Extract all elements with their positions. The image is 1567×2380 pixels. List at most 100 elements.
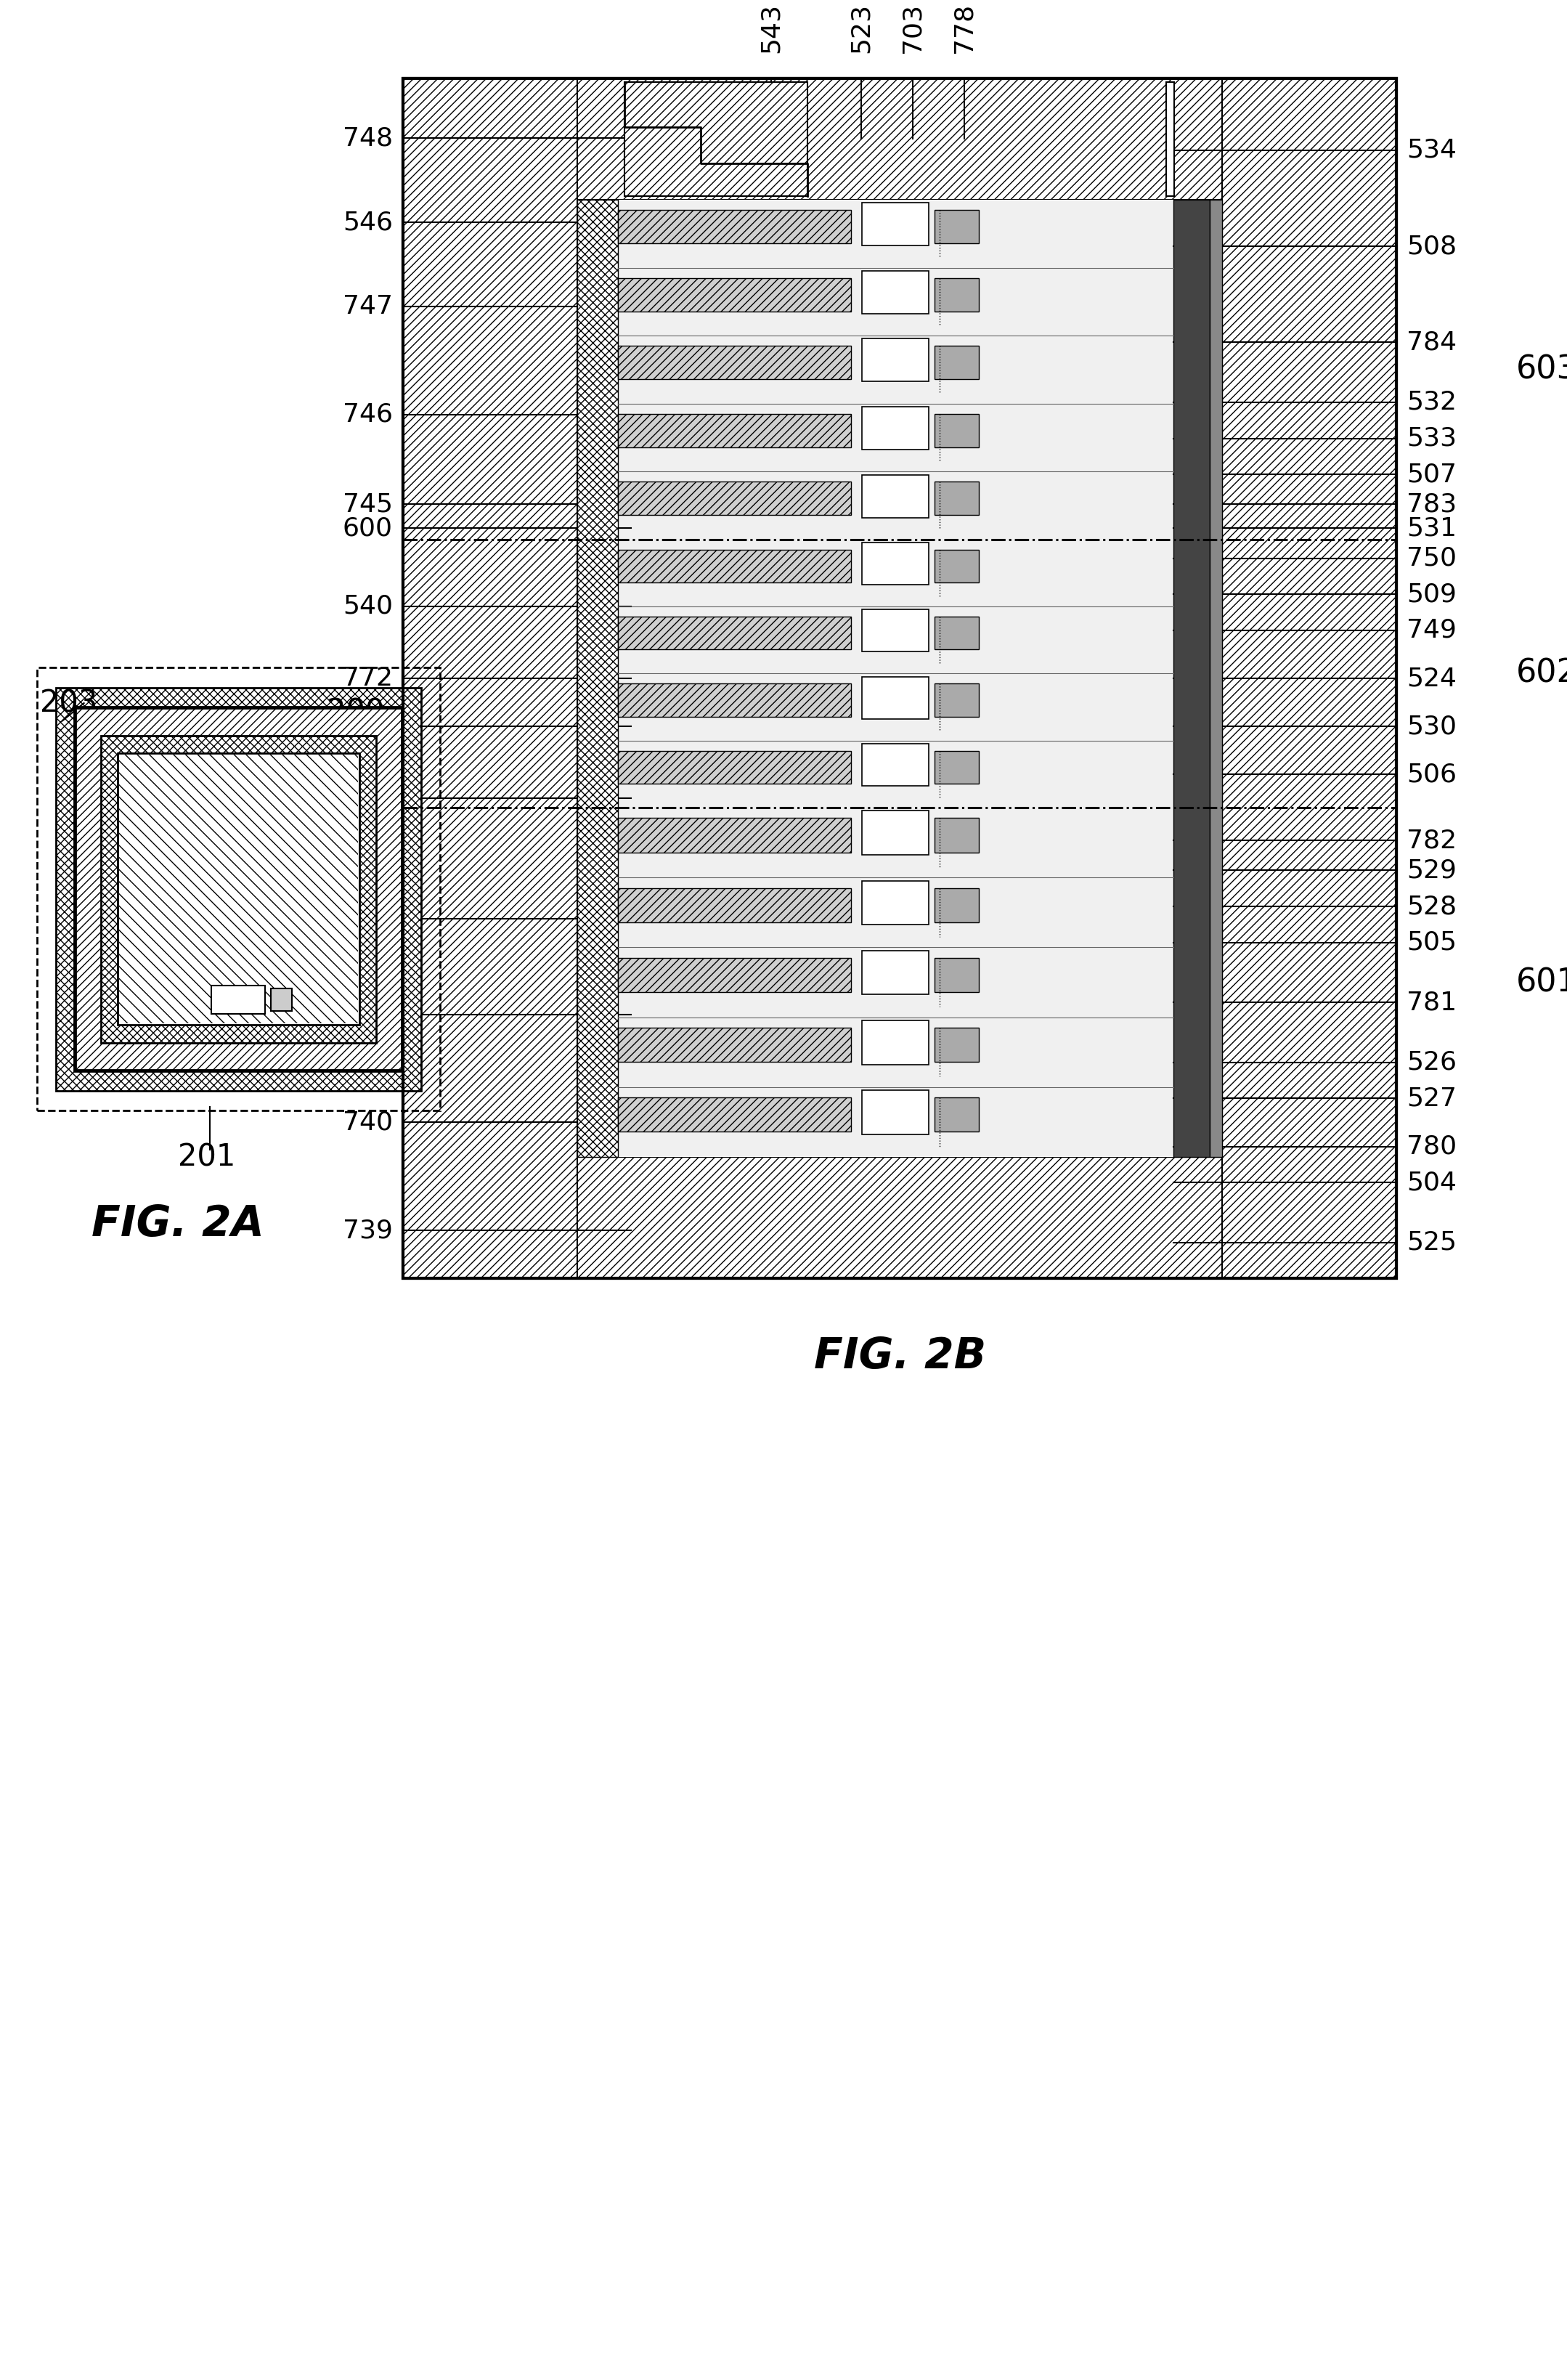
Text: 201: 201: [179, 1142, 235, 1173]
Bar: [934, 209, 979, 243]
Bar: [617, 819, 851, 852]
Text: 200: 200: [328, 697, 384, 728]
Bar: [934, 550, 979, 583]
Text: 781: 781: [1407, 990, 1457, 1014]
Bar: [862, 271, 929, 314]
Text: 744: 744: [343, 714, 393, 738]
Bar: [119, 754, 357, 1023]
Text: 780: 780: [1407, 1135, 1457, 1159]
Text: 742: 742: [343, 907, 393, 931]
Bar: [617, 278, 851, 312]
Bar: [1166, 81, 1174, 195]
Text: 703: 703: [901, 2, 925, 52]
Bar: [934, 1097, 979, 1133]
Bar: [934, 414, 979, 447]
Text: 740: 740: [343, 1109, 393, 1135]
Bar: [862, 474, 929, 516]
Bar: [617, 888, 851, 921]
Bar: [617, 1028, 851, 1061]
Text: 531: 531: [1407, 516, 1457, 540]
Bar: [403, 79, 1396, 1278]
Text: 600: 600: [343, 516, 393, 540]
Text: 778: 778: [951, 2, 976, 52]
Bar: [100, 735, 376, 1042]
Bar: [1222, 79, 1396, 1278]
Text: 507: 507: [1407, 462, 1457, 486]
Bar: [38, 669, 440, 1111]
Text: 602: 602: [1517, 657, 1567, 690]
Bar: [862, 202, 929, 245]
Text: 784: 784: [1407, 331, 1457, 355]
Text: 508: 508: [1407, 233, 1457, 259]
Bar: [862, 338, 929, 381]
Bar: [212, 985, 265, 1014]
Text: 530: 530: [1407, 714, 1457, 738]
Bar: [934, 345, 979, 378]
Text: 747: 747: [343, 295, 393, 319]
Bar: [934, 1028, 979, 1061]
Bar: [578, 200, 617, 1157]
Text: 532: 532: [1407, 390, 1457, 414]
Bar: [862, 407, 929, 450]
Text: 523: 523: [849, 2, 873, 52]
Text: 749: 749: [1407, 619, 1457, 643]
Bar: [862, 676, 929, 719]
Text: 748: 748: [343, 126, 393, 150]
Text: 782: 782: [1407, 828, 1457, 852]
Text: 528: 528: [1407, 895, 1457, 919]
Text: 509: 509: [1407, 583, 1457, 607]
Bar: [934, 481, 979, 514]
Bar: [617, 200, 1174, 1157]
Text: 746: 746: [343, 402, 393, 426]
Text: 505: 505: [1407, 931, 1457, 954]
Text: 772: 772: [343, 666, 393, 690]
Bar: [1174, 200, 1210, 1157]
Bar: [403, 79, 1396, 1278]
Bar: [578, 79, 1222, 200]
Bar: [934, 819, 979, 852]
Bar: [74, 707, 403, 1071]
Text: 533: 533: [1407, 426, 1457, 450]
Bar: [862, 609, 929, 652]
Text: 504: 504: [1407, 1171, 1457, 1195]
Bar: [862, 881, 929, 926]
Bar: [56, 688, 422, 1090]
Bar: [75, 709, 401, 1071]
Text: 525: 525: [1407, 1230, 1457, 1254]
Bar: [617, 345, 851, 378]
Bar: [934, 888, 979, 921]
Text: 543: 543: [758, 2, 784, 52]
Text: 603: 603: [1517, 355, 1567, 386]
Text: 203: 203: [41, 688, 99, 719]
Bar: [934, 750, 979, 783]
Text: 750: 750: [1407, 545, 1457, 571]
Bar: [1210, 200, 1222, 1157]
Bar: [617, 414, 851, 447]
Bar: [617, 550, 851, 583]
Text: 783: 783: [1407, 493, 1457, 516]
Text: 739: 739: [343, 1219, 393, 1242]
Bar: [617, 750, 851, 783]
Text: 524: 524: [1407, 666, 1457, 690]
Text: 743: 743: [343, 785, 393, 812]
Bar: [578, 200, 1222, 1157]
Bar: [934, 957, 979, 992]
Bar: [271, 988, 291, 1012]
Bar: [625, 81, 807, 195]
Bar: [862, 1021, 929, 1064]
Text: 741: 741: [343, 1002, 393, 1026]
Bar: [617, 1097, 851, 1133]
Bar: [617, 209, 851, 243]
Text: 745: 745: [343, 493, 393, 516]
Text: 506: 506: [1407, 762, 1457, 788]
Text: 540: 540: [343, 595, 393, 619]
Text: 527: 527: [1407, 1085, 1457, 1111]
Bar: [118, 754, 359, 1026]
Text: 526: 526: [1407, 1050, 1457, 1076]
Bar: [578, 1157, 1222, 1278]
Text: 529: 529: [1407, 859, 1457, 883]
Text: FIG. 2A: FIG. 2A: [91, 1204, 265, 1245]
Text: 601: 601: [1517, 966, 1567, 997]
Text: 534: 534: [1407, 138, 1457, 162]
Bar: [862, 1090, 929, 1135]
